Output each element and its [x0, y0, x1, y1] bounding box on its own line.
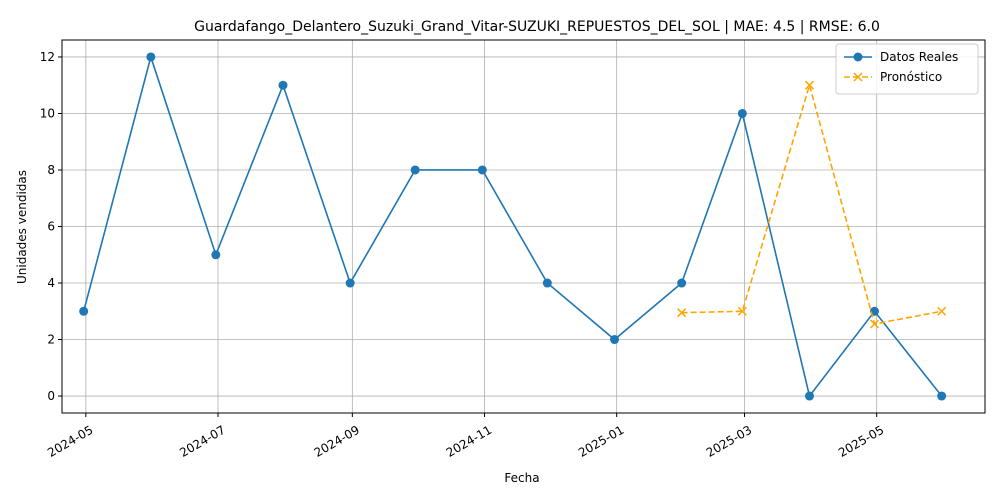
y-tick-label: 2 — [47, 333, 55, 347]
y-tick-label: 0 — [47, 389, 55, 403]
data-point — [737, 108, 747, 118]
legend-marker — [853, 52, 863, 62]
y-axis-label: Unidades vendidas — [15, 170, 29, 284]
x-tick-label: 2025-01 — [576, 423, 626, 460]
x-axis-label: Fecha — [504, 471, 539, 485]
data-point — [410, 165, 420, 175]
legend-label: Datos Reales — [880, 50, 958, 64]
data-point — [146, 52, 156, 62]
data-point — [869, 319, 880, 329]
series-layer — [79, 52, 947, 401]
y-tick-label: 6 — [47, 220, 55, 234]
chart-title: Guardafango_Delantero_Suzuki_Grand_Vitar… — [194, 19, 880, 35]
data-point — [477, 165, 487, 175]
data-point — [278, 80, 288, 90]
data-point — [542, 278, 552, 288]
data-point — [937, 306, 947, 316]
y-tick-label: 4 — [47, 276, 55, 290]
data-point — [737, 306, 747, 316]
data-point — [677, 308, 687, 318]
y-tick-label: 10 — [40, 106, 55, 120]
data-point — [677, 278, 687, 288]
data-point — [79, 306, 89, 316]
data-point-stroke — [869, 319, 880, 329]
data-point-stroke — [804, 80, 815, 90]
x-tick-label: 2024-11 — [444, 423, 494, 460]
data-point — [211, 250, 221, 260]
y-tick-label: 8 — [47, 163, 55, 177]
data-point-stroke — [937, 306, 947, 316]
data-point — [937, 391, 947, 401]
x-axis: 2024-05 2024-07 2024-09 2024-11 2025-01 2025-… — [45, 413, 886, 460]
x-tick-label: 2025-05 — [836, 423, 886, 460]
legend: Datos Reales Pronóstico — [835, 43, 979, 95]
x-tick-label: 2025-03 — [704, 423, 754, 460]
data-point — [805, 391, 814, 401]
legend-item: Pronóstico — [844, 70, 942, 84]
data-point — [804, 80, 815, 90]
data-point — [345, 278, 355, 288]
legend-marker — [853, 72, 863, 82]
data-point-stroke — [737, 306, 747, 316]
series-actual — [79, 52, 947, 401]
data-point-stroke — [677, 308, 687, 318]
y-tick-label: 12 — [40, 50, 55, 64]
grid — [62, 40, 985, 413]
series-line — [681, 82, 942, 325]
y-axis: 0 2 4 6 8 10 12 — [40, 50, 62, 403]
series-forecast — [677, 80, 947, 329]
data-point — [610, 335, 619, 345]
series-line — [82, 54, 943, 398]
x-tick-label: 2024-09 — [312, 423, 362, 460]
x-tick-label: 2024-05 — [45, 423, 95, 460]
x-tick-label: 2024-07 — [177, 423, 227, 460]
legend-item: Datos Reales — [844, 50, 958, 64]
legend-label: Pronóstico — [880, 70, 942, 84]
